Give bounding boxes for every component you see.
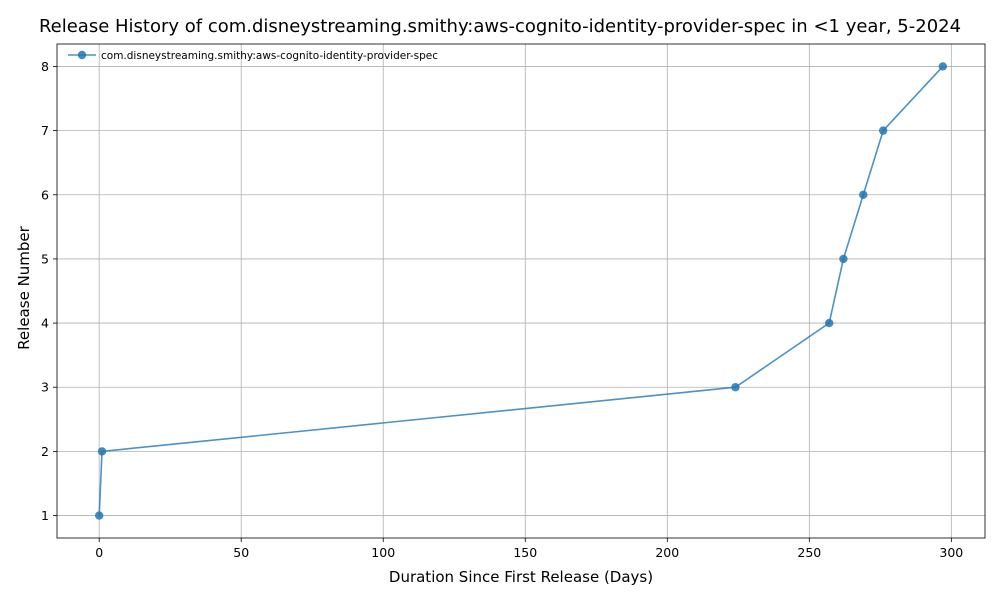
legend-entry-label: com.disneystreaming.smithy:aws-cognito-i… — [101, 50, 438, 62]
y-tick-label: 8 — [41, 59, 49, 74]
y-axis-label: Release Number — [15, 225, 33, 349]
y-tick-label: 1 — [41, 508, 49, 523]
y-axis-ticks: 1 2 3 4 5 6 7 8 — [41, 59, 57, 523]
y-tick-label: 5 — [41, 251, 49, 266]
y-tick-label: 7 — [41, 123, 49, 138]
x-tick-label: 50 — [233, 545, 249, 560]
data-point — [938, 62, 948, 71]
data-point — [878, 126, 888, 135]
grid — [57, 44, 985, 538]
x-tick-label: 200 — [655, 545, 679, 560]
axes-frame — [56, 43, 986, 539]
legend: com.disneystreaming.smithy:aws-cognito-i… — [68, 50, 438, 62]
x-tick-label: 300 — [939, 545, 963, 560]
y-tick-label: 2 — [41, 444, 49, 459]
legend-marker-swatch — [77, 50, 87, 60]
chart-title: Release History of com.disneystreaming.s… — [39, 16, 961, 37]
x-axis-ticks: 0 50 100 150 200 250 300 — [95, 538, 963, 560]
data-point — [97, 447, 107, 456]
series-line — [98, 65, 944, 516]
y-tick-label: 4 — [41, 316, 49, 331]
x-tick-label: 150 — [513, 545, 537, 560]
y-tick-label: 3 — [41, 380, 49, 395]
data-point — [839, 254, 848, 264]
data-point — [859, 190, 868, 199]
data-point — [94, 511, 104, 520]
x-tick-label: 0 — [95, 545, 103, 560]
x-tick-label: 100 — [371, 545, 395, 560]
x-tick-label: 250 — [797, 545, 821, 560]
x-axis-label: Duration Since First Release (Days) — [389, 568, 653, 586]
data-point — [824, 318, 834, 328]
data-point — [731, 383, 740, 392]
series-layer — [94, 62, 948, 520]
y-tick-label: 6 — [41, 187, 49, 202]
